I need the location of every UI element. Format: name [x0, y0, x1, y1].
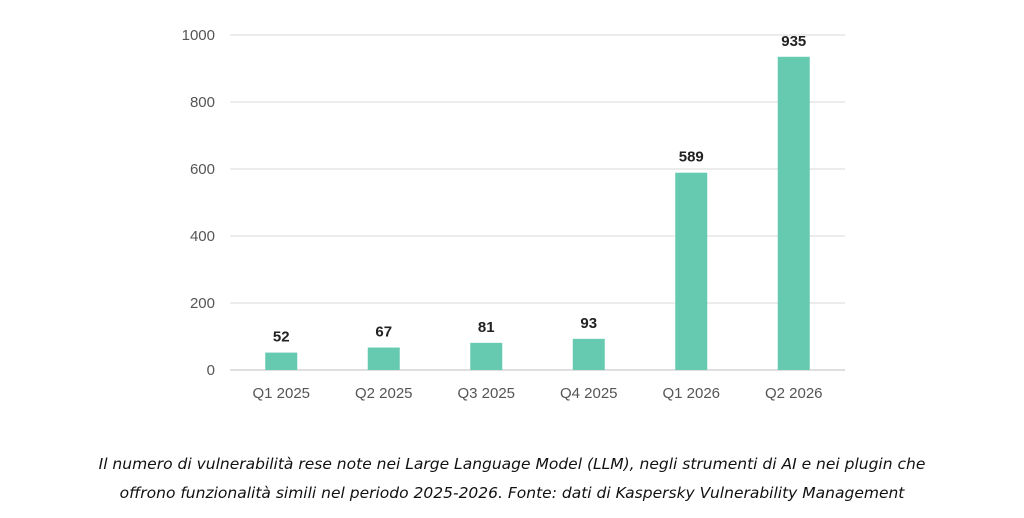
y-tick-label: 200: [190, 295, 215, 312]
x-tick-label: Q3 2025: [457, 385, 515, 402]
y-tick-label: 400: [190, 228, 215, 245]
bars: 52 67 81 93 589 935: [265, 33, 810, 371]
y-tick-label: 800: [190, 94, 215, 111]
x-tick-label: Q1 2026: [662, 385, 720, 402]
bar: [367, 347, 400, 370]
y-tick-label: 600: [190, 161, 215, 178]
data-label: 67: [375, 324, 392, 341]
x-tick-label: Q2 2026: [765, 385, 823, 402]
bar: [572, 338, 605, 370]
data-label: 93: [580, 315, 597, 332]
bar-chart: 0 200 400 600 800 1000 52 67 81 93 589 935 Q1 2025…: [182, 27, 845, 402]
bar: [265, 352, 298, 370]
x-tick-label: Q2 2025: [355, 385, 413, 402]
bar: [675, 172, 708, 370]
bar: [470, 342, 503, 370]
figure-caption: Il numero di vulnerabilità rese note nei…: [0, 450, 1024, 508]
x-axis: Q1 2025 Q2 2025 Q3 2025 Q4 2025 Q1 2026 Q2 20…: [252, 385, 822, 402]
caption-line-1: Il numero di vulnerabilità rese note nei…: [98, 455, 926, 473]
data-label: 935: [781, 33, 806, 50]
caption-line-2: offrono funzionalità simili nel periodo …: [119, 484, 905, 502]
y-axis: 0 200 400 600 800 1000: [182, 27, 215, 379]
data-label: 589: [679, 149, 704, 166]
y-tick-label: 1000: [182, 27, 215, 44]
gridlines: [230, 34, 845, 371]
data-label: 81: [478, 319, 495, 336]
bar: [777, 56, 810, 371]
x-tick-label: Q1 2025: [252, 385, 310, 402]
data-label: 52: [273, 329, 290, 346]
x-tick-label: Q4 2025: [560, 385, 618, 402]
y-tick-label: 0: [207, 362, 215, 379]
